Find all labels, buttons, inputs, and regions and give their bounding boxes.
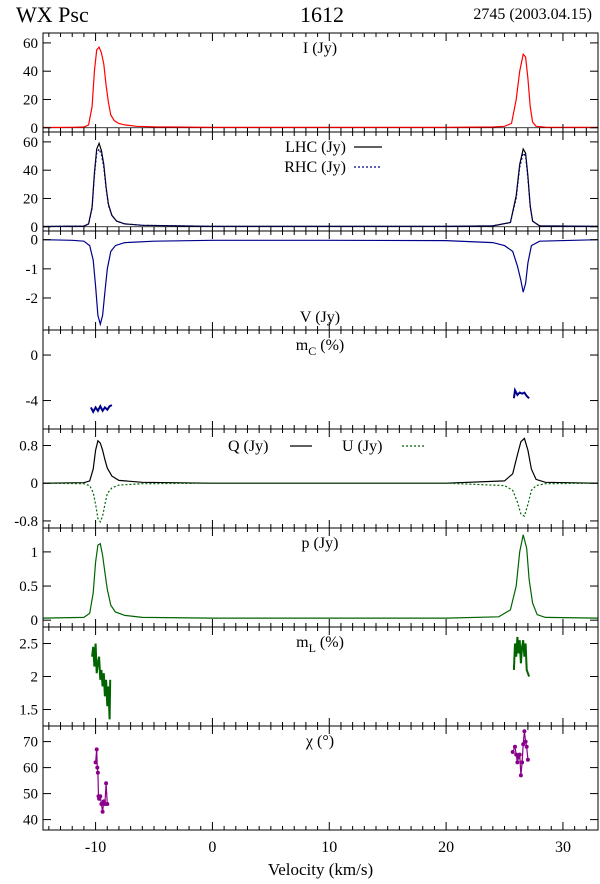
source-name: WX Psc: [16, 2, 89, 27]
x-tick-label: 10: [321, 839, 337, 856]
y-tick-label: 0.5: [19, 579, 38, 595]
y-tick-label: 40: [23, 813, 38, 829]
data-point-chi: [99, 802, 104, 806]
y-tick-label: 20: [23, 92, 38, 108]
epoch-label: 2745 (2003.04.15): [473, 6, 592, 23]
data-point-chi: [518, 773, 523, 778]
panel-annotation-mL: mL (%): [296, 634, 344, 655]
x-tick-label: 0: [208, 839, 216, 856]
data-point-chi: [520, 760, 525, 765]
data-point-chi: [95, 765, 100, 770]
frequency-label: 1612: [300, 2, 344, 27]
y-tick-label: -1: [26, 262, 39, 278]
y-tick-label: -0.8: [14, 514, 38, 530]
panel-frame: [42, 428, 599, 529]
data-point-chi: [104, 781, 109, 786]
y-tick-label: 60: [23, 761, 38, 777]
y-tick-label: 0: [31, 233, 39, 249]
y-tick-label: 60: [23, 36, 38, 52]
data-point-chi: [515, 760, 520, 765]
y-tick-label: 40: [23, 163, 38, 179]
y-tick-label: -4: [26, 394, 39, 410]
panel-annotation-V: V (Jy): [300, 309, 340, 326]
y-tick-label: -2: [26, 291, 39, 307]
x-tick-label: 30: [555, 839, 571, 856]
y-tick-label: 0: [31, 121, 39, 137]
panel-chi: 40 50 60 70: [23, 725, 599, 831]
y-tick-label: 0: [31, 220, 39, 236]
data-point-chi: [100, 809, 105, 814]
y-tick-label: 70: [23, 735, 38, 751]
panel-I: 0 20 40 60: [23, 32, 599, 137]
series-line-mC-1: [512, 387, 530, 400]
panel-V: 0 -1 -2: [26, 230, 599, 331]
y-tick-label: 20: [23, 191, 38, 207]
y-tick-label: 2.5: [19, 637, 38, 653]
panel-annotation-p: p (Jy): [302, 535, 339, 552]
panel-mC: 0 -4: [26, 329, 599, 430]
data-point-chi: [95, 770, 100, 775]
series-line-U-1: [42, 482, 599, 524]
x-axis-title: Velocity (km/s): [268, 860, 373, 879]
series-line-mL-0: [91, 643, 112, 720]
data-point-chi: [514, 752, 519, 757]
series-line-p-0: [42, 534, 599, 619]
series-line-mL-1: [512, 636, 531, 677]
y-tick-label: 0: [31, 348, 39, 364]
y-tick-label: 1.5: [19, 703, 38, 719]
y-tick-label: 50: [23, 787, 38, 803]
series-line-mC-0: [90, 404, 113, 415]
y-tick-label: 60: [23, 135, 38, 151]
data-point-chi: [510, 750, 515, 754]
data-point-chi: [98, 794, 103, 799]
legend-label: RHC (Jy): [284, 159, 346, 176]
data-point-chi: [93, 760, 98, 765]
y-tick-label: 40: [23, 64, 38, 80]
series-line-RHC-1: [42, 147, 599, 228]
panel-annotation-I: I (Jy): [303, 40, 337, 57]
y-tick-label: 0: [31, 613, 39, 629]
panel-annotation-chi: χ (°): [305, 733, 334, 750]
panel-frame: [42, 725, 599, 831]
y-tick-label: 1: [31, 545, 39, 561]
series-line-Q-0: [42, 437, 599, 484]
data-point-chi: [94, 747, 99, 752]
x-tick-label: -10: [85, 839, 106, 856]
data-point-chi: [105, 802, 110, 806]
data-point-chi: [524, 744, 529, 749]
x-tick-label: 20: [438, 839, 454, 856]
legend-label: U (Jy): [342, 438, 382, 455]
data-point-chi: [523, 739, 528, 744]
data-point-chi: [521, 742, 526, 747]
panel-LHC_RHC: 0 20 40 60 LHC (Jy) RHC (Jy): [23, 131, 599, 236]
y-tick-label: 0: [31, 476, 39, 492]
y-tick-label: 0.8: [19, 439, 38, 455]
legend-label: Q (Jy): [228, 438, 268, 455]
legend-label: LHC (Jy): [285, 139, 346, 156]
panel-annotation-mC: mC (%): [296, 337, 344, 358]
data-point-chi: [522, 729, 527, 734]
data-point-chi: [517, 752, 522, 757]
series-line-I-0: [42, 45, 599, 129]
panel-QU: 0.8 0 -0.8 Q (Jy) U (Jy): [14, 428, 599, 530]
y-tick-label: 2: [31, 670, 39, 686]
data-point-chi: [525, 757, 530, 762]
series-line-V-0: [42, 239, 599, 327]
data-point-chi: [513, 744, 517, 749]
